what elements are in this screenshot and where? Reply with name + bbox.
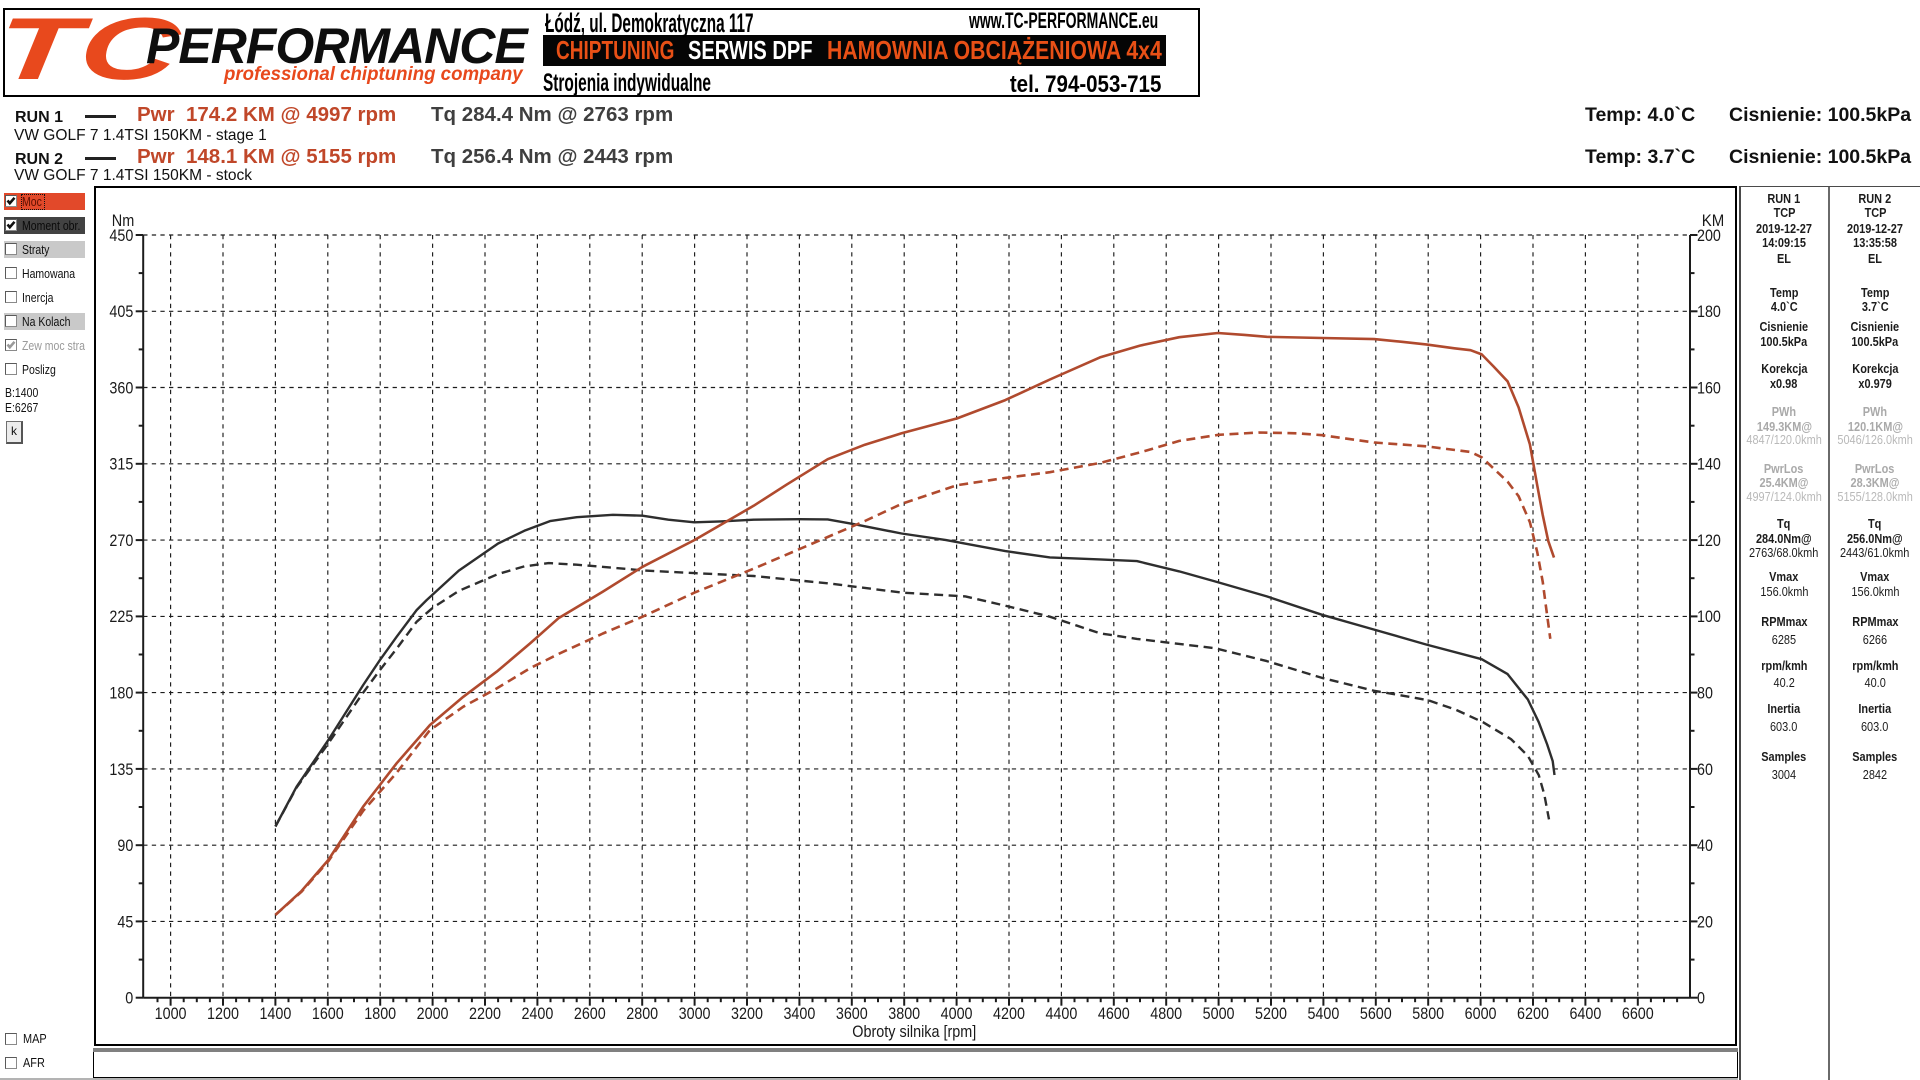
svg-text:450: 450 [109, 226, 133, 245]
svg-text:2800: 2800 [626, 1004, 658, 1023]
svg-text:80: 80 [1697, 684, 1713, 703]
svg-text:1600: 1600 [312, 1004, 344, 1023]
svg-text:180: 180 [109, 684, 133, 703]
svg-text:3400: 3400 [783, 1004, 815, 1023]
svg-text:6400: 6400 [1569, 1004, 1601, 1023]
svg-text:45: 45 [117, 912, 133, 931]
svg-text:1200: 1200 [207, 1004, 239, 1023]
svg-text:100: 100 [1697, 607, 1721, 626]
svg-text:4000: 4000 [941, 1004, 973, 1023]
svg-text:6200: 6200 [1517, 1004, 1549, 1023]
svg-text:5600: 5600 [1360, 1004, 1392, 1023]
svg-text:Obroty silnika [rpm]: Obroty silnika [rpm] [852, 1022, 976, 1041]
svg-text:20: 20 [1697, 912, 1713, 931]
svg-text:60: 60 [1697, 760, 1713, 779]
svg-text:1800: 1800 [364, 1004, 396, 1023]
svg-text:0: 0 [125, 989, 133, 1008]
svg-text:360: 360 [109, 378, 133, 397]
svg-text:40: 40 [1697, 836, 1713, 855]
svg-text:90: 90 [117, 836, 133, 855]
svg-text:2400: 2400 [521, 1004, 553, 1023]
svg-text:Nm: Nm [112, 211, 135, 230]
svg-text:135: 135 [109, 760, 133, 779]
svg-text:140: 140 [1697, 455, 1721, 474]
svg-text:160: 160 [1697, 378, 1721, 397]
svg-text:0: 0 [1697, 989, 1705, 1008]
svg-text:5000: 5000 [1203, 1004, 1235, 1023]
svg-text:KM: KM [1702, 211, 1725, 230]
svg-text:3200: 3200 [731, 1004, 763, 1023]
svg-text:5200: 5200 [1255, 1004, 1287, 1023]
svg-text:1400: 1400 [259, 1004, 291, 1023]
svg-text:2000: 2000 [417, 1004, 449, 1023]
svg-text:120: 120 [1697, 531, 1721, 550]
svg-text:3000: 3000 [679, 1004, 711, 1023]
svg-text:315: 315 [109, 455, 133, 474]
svg-text:225: 225 [109, 607, 133, 626]
svg-text:4400: 4400 [1045, 1004, 1077, 1023]
svg-text:5800: 5800 [1412, 1004, 1444, 1023]
svg-text:405: 405 [109, 302, 133, 321]
svg-text:5400: 5400 [1307, 1004, 1339, 1023]
svg-text:2200: 2200 [469, 1004, 501, 1023]
svg-text:2600: 2600 [574, 1004, 606, 1023]
svg-text:3600: 3600 [836, 1004, 868, 1023]
svg-text:200: 200 [1697, 226, 1721, 245]
svg-text:270: 270 [109, 531, 133, 550]
svg-text:4600: 4600 [1098, 1004, 1130, 1023]
svg-text:6600: 6600 [1622, 1004, 1654, 1023]
svg-text:4200: 4200 [993, 1004, 1025, 1023]
svg-text:1000: 1000 [155, 1004, 187, 1023]
svg-text:4800: 4800 [1150, 1004, 1182, 1023]
svg-text:6000: 6000 [1465, 1004, 1497, 1023]
svg-text:3800: 3800 [888, 1004, 920, 1023]
svg-text:180: 180 [1697, 302, 1721, 321]
